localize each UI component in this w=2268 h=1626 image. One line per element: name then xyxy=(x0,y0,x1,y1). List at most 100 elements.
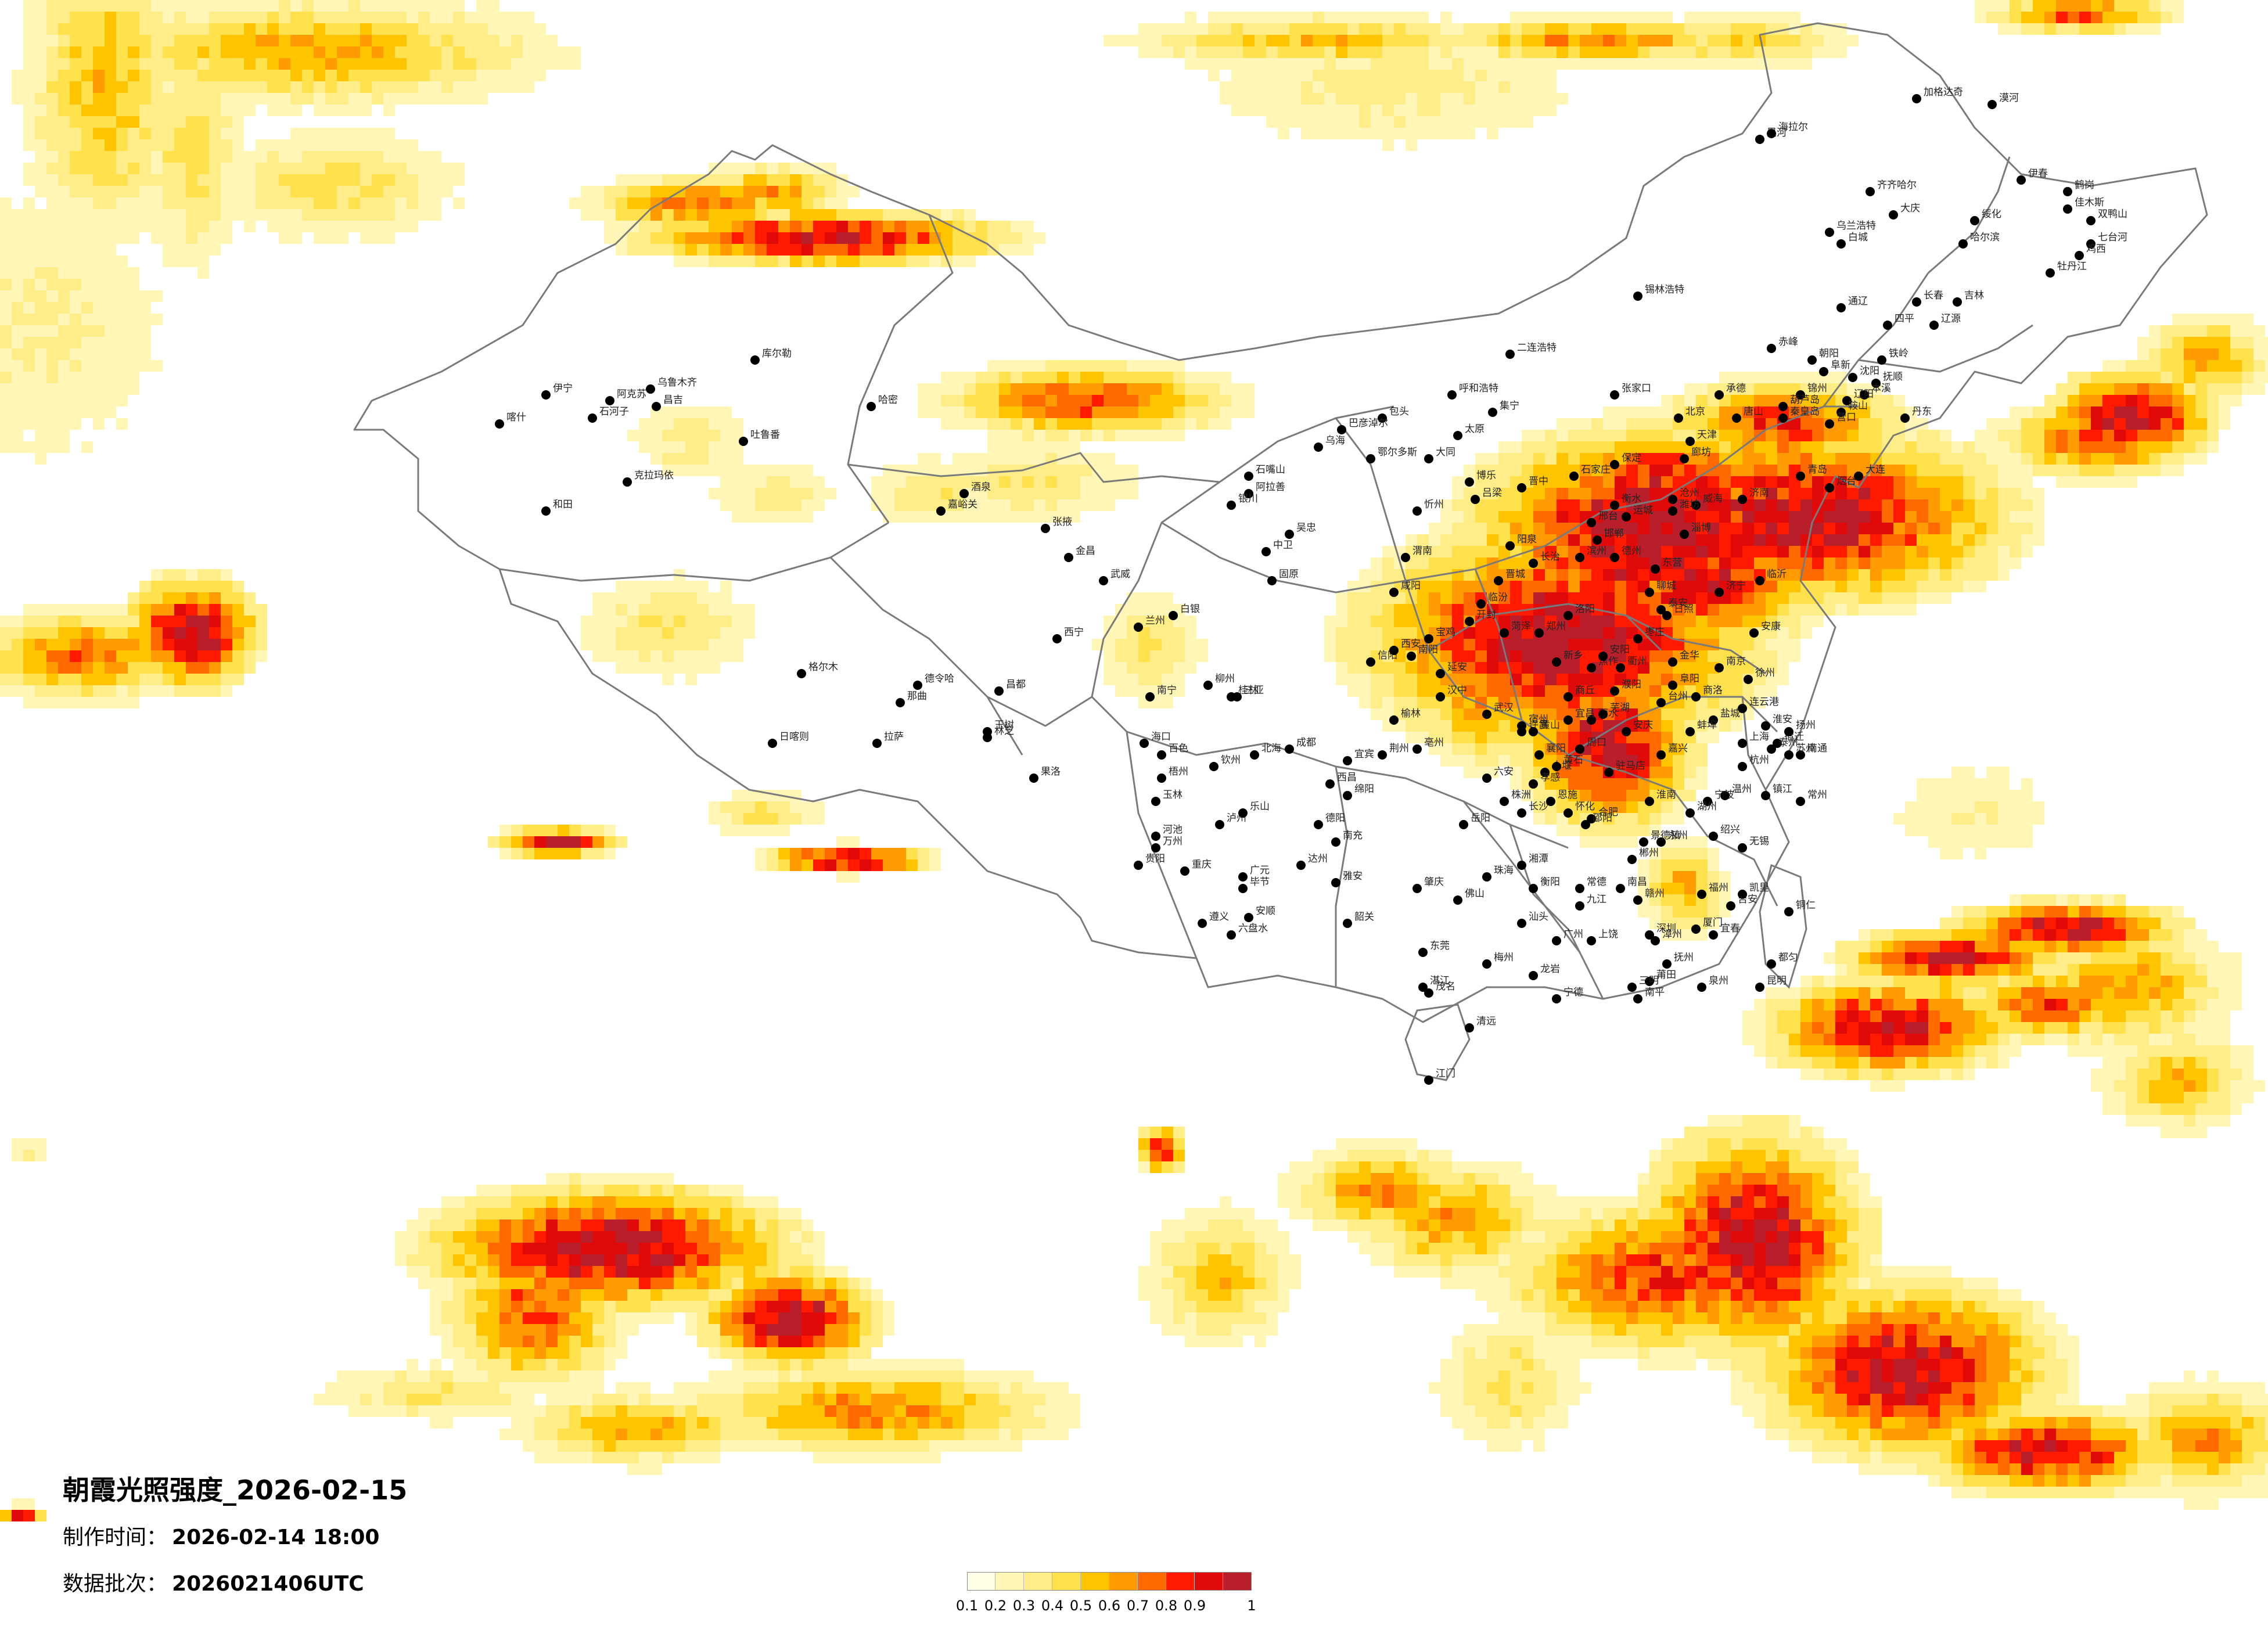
intensity-cell xyxy=(186,105,197,116)
intensity-cell xyxy=(1568,662,1580,674)
intensity-cell xyxy=(836,871,848,883)
intensity-cell xyxy=(2137,418,2149,430)
intensity-cell xyxy=(488,81,499,93)
intensity-cell xyxy=(279,23,290,35)
intensity-cell xyxy=(1440,499,1452,511)
intensity-cell xyxy=(1696,58,1708,70)
intensity-cell xyxy=(256,186,267,197)
intensity-cell xyxy=(1301,105,1313,116)
intensity-cell xyxy=(720,163,732,174)
intensity-cell xyxy=(1034,499,1045,511)
intensity-cell xyxy=(1092,418,1104,430)
intensity-cell xyxy=(1034,476,1045,488)
intensity-cell xyxy=(813,859,825,871)
intensity-cell xyxy=(1986,790,1998,801)
intensity-cell xyxy=(1812,569,1824,581)
intensity-cell xyxy=(1638,767,1649,778)
intensity-cell xyxy=(1162,639,1173,650)
intensity-cell xyxy=(151,0,163,12)
intensity-cell xyxy=(1893,465,1905,476)
intensity-cell xyxy=(2114,465,2126,476)
intensity-cell xyxy=(1011,395,1022,406)
intensity-cell xyxy=(1940,488,1951,499)
intensity-cell xyxy=(93,685,105,697)
intensity-cell xyxy=(1696,511,1708,523)
intensity-cell xyxy=(128,197,139,209)
intensity-cell xyxy=(70,383,81,395)
intensity-cell xyxy=(70,685,81,697)
intensity-cell xyxy=(1220,12,1231,23)
intensity-cell xyxy=(1394,685,1406,697)
intensity-cell xyxy=(1069,372,1080,383)
intensity-cell xyxy=(116,337,128,348)
intensity-cell xyxy=(534,836,546,848)
intensity-cell xyxy=(1893,952,1905,964)
intensity-cell xyxy=(186,81,197,93)
intensity-cell xyxy=(23,418,35,430)
intensity-cell xyxy=(244,197,256,209)
intensity-cell xyxy=(2219,987,2230,999)
intensity-cell xyxy=(2161,1057,2172,1069)
intensity-cell xyxy=(709,592,720,604)
intensity-cell xyxy=(1708,918,1719,929)
intensity-cell xyxy=(2161,325,2172,337)
intensity-cell xyxy=(2184,941,2195,952)
intensity-cell xyxy=(1986,557,1998,569)
intensity-cell xyxy=(174,93,186,105)
intensity-cell xyxy=(720,453,732,465)
intensity-cell xyxy=(999,244,1011,256)
intensity-cell xyxy=(116,279,128,290)
intensity-cell xyxy=(2044,929,2056,941)
intensity-cell xyxy=(662,430,674,441)
intensity-cell xyxy=(372,70,383,81)
intensity-cell xyxy=(1719,534,1731,546)
intensity-cell xyxy=(1708,604,1719,616)
intensity-cell xyxy=(1800,604,1812,616)
intensity-cell xyxy=(1382,557,1394,569)
intensity-cell xyxy=(755,801,767,813)
intensity-cell xyxy=(1789,616,1800,627)
intensity-cell xyxy=(906,511,918,523)
intensity-cell xyxy=(58,232,70,244)
intensity-cell xyxy=(476,58,488,70)
intensity-cell xyxy=(1696,871,1708,883)
intensity-cell xyxy=(1963,987,1975,999)
intensity-cell xyxy=(674,244,685,256)
intensity-cell xyxy=(1951,453,1963,465)
intensity-cell xyxy=(1893,581,1905,592)
intensity-cell xyxy=(2091,941,2102,952)
intensity-cell xyxy=(395,186,407,197)
intensity-cell xyxy=(2010,465,2021,476)
intensity-cell xyxy=(1417,128,1429,139)
intensity-cell xyxy=(139,581,151,592)
intensity-cell xyxy=(418,186,430,197)
intensity-cell xyxy=(139,35,151,46)
intensity-cell xyxy=(2010,825,2021,836)
intensity-cell xyxy=(360,197,372,209)
intensity-cell xyxy=(116,232,128,244)
intensity-cell xyxy=(1684,662,1696,674)
intensity-cell xyxy=(674,604,685,616)
intensity-cell xyxy=(1440,105,1452,116)
intensity-cell xyxy=(0,639,12,650)
intensity-cell xyxy=(1510,604,1522,616)
intensity-cell xyxy=(987,383,999,395)
intensity-cell xyxy=(2044,430,2056,441)
intensity-cell xyxy=(1963,557,1975,569)
intensity-cell xyxy=(1487,662,1498,674)
intensity-cell xyxy=(987,453,999,465)
intensity-cell xyxy=(813,256,825,267)
intensity-cell xyxy=(1440,12,1452,23)
intensity-cell xyxy=(1417,720,1429,732)
intensity-cell xyxy=(93,197,105,209)
intensity-cell xyxy=(81,674,93,685)
intensity-cell xyxy=(1928,999,1940,1010)
intensity-cell xyxy=(1638,430,1649,441)
intensity-cell xyxy=(1893,453,1905,465)
intensity-cell xyxy=(1615,488,1626,499)
intensity-cell xyxy=(1708,430,1719,441)
intensity-cell xyxy=(1045,430,1057,441)
intensity-cell xyxy=(569,836,581,848)
intensity-cell xyxy=(2149,1045,2161,1057)
intensity-cell xyxy=(1255,70,1266,81)
